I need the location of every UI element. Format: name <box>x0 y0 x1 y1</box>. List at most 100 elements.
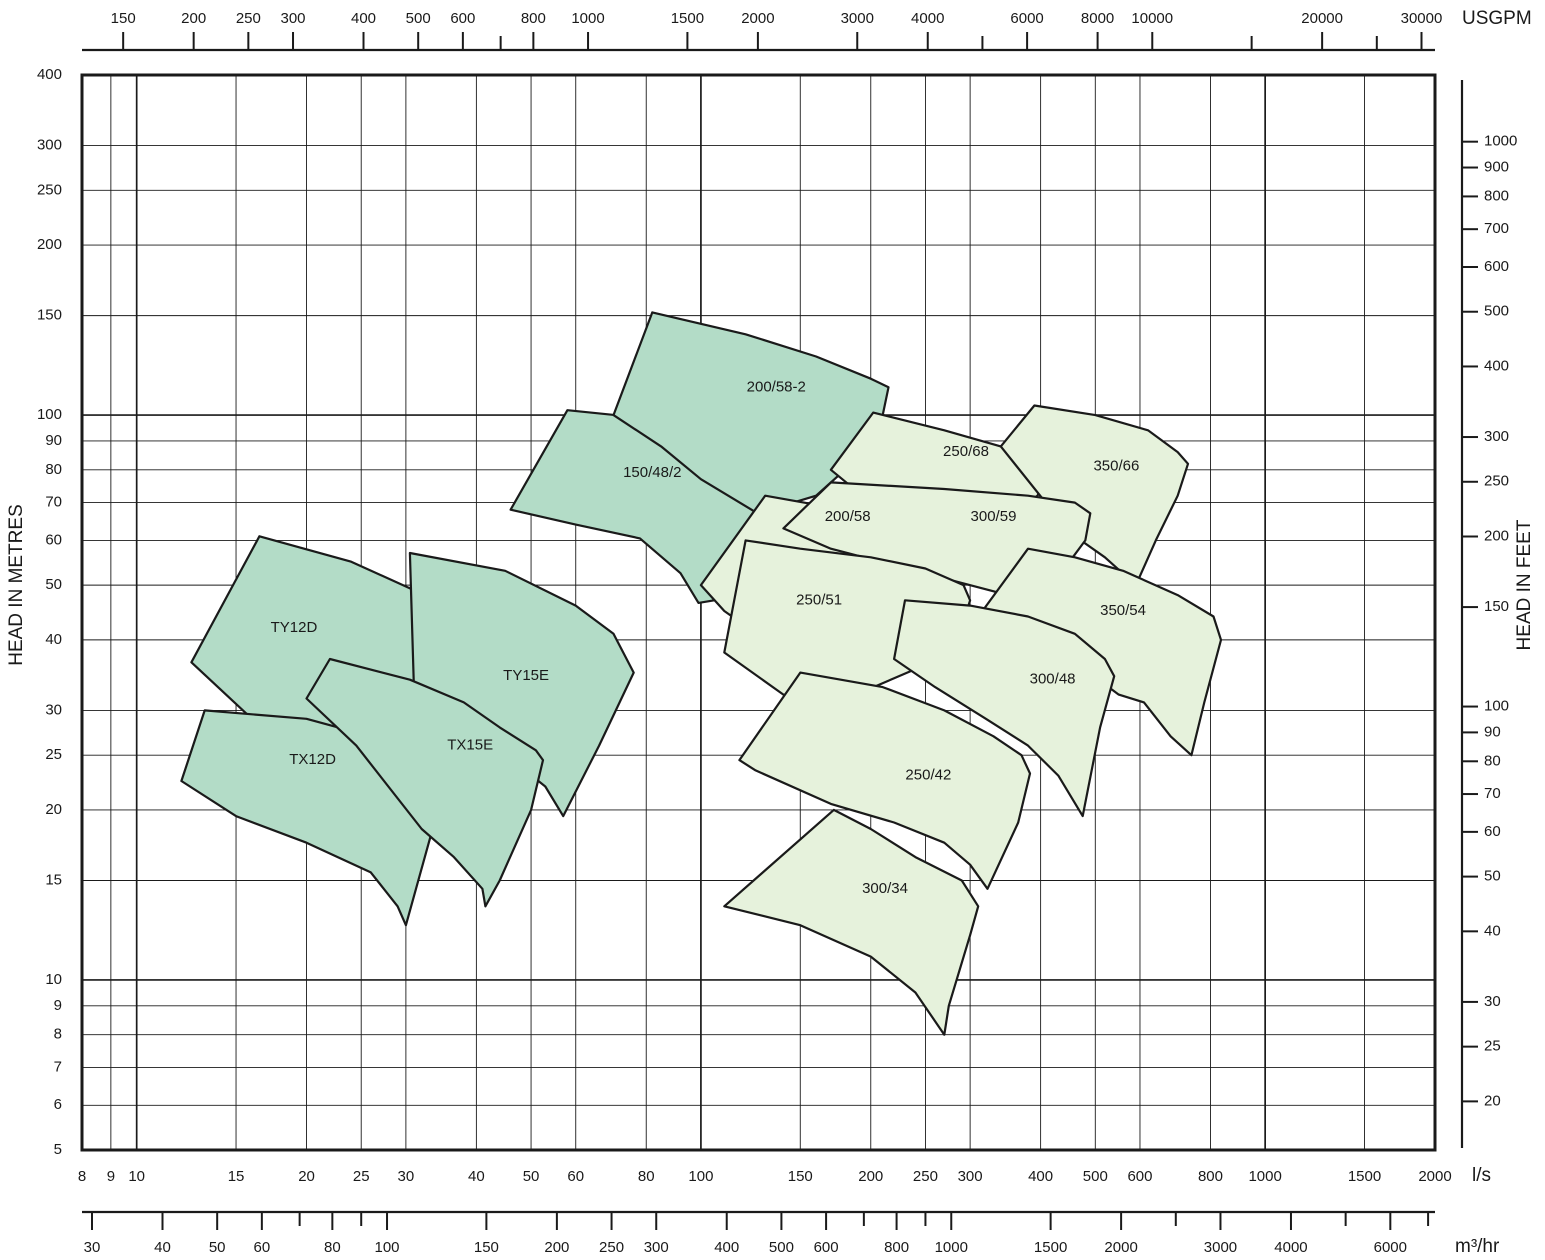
x-tick-label: 250 <box>913 1168 938 1185</box>
usgpm-tick-label: 500 <box>406 10 431 27</box>
x-tick-label: 400 <box>1028 1168 1053 1185</box>
feet-tick-label: 80 <box>1484 752 1501 769</box>
y-tick-label: 8 <box>54 1026 62 1043</box>
m3hr-tick-label: 1000 <box>935 1239 968 1256</box>
x-tick-label: 800 <box>1198 1168 1223 1185</box>
pump-label-200-58-2: 200/58-2 <box>747 378 806 395</box>
feet-tick-label: 300 <box>1484 428 1509 445</box>
m3hr-tick-label: 1500 <box>1034 1239 1067 1256</box>
pump-label-200-58: 200/58 <box>825 508 871 525</box>
m3hr-tick-label: 200 <box>544 1239 569 1256</box>
pump-label-250-42: 250/42 <box>905 767 951 784</box>
m3hr-tick-label: 30 <box>84 1239 101 1256</box>
usgpm-tick-label: 250 <box>236 10 261 27</box>
x-tick-label: 2000 <box>1418 1168 1451 1185</box>
m3hr-tick-label: 6000 <box>1374 1239 1407 1256</box>
pump-label-250-51: 250/51 <box>796 591 842 608</box>
m3hr-tick-label: 400 <box>714 1239 739 1256</box>
m3hr-tick-label: 2000 <box>1104 1239 1137 1256</box>
m3hr-tick-label: 800 <box>884 1239 909 1256</box>
y-tick-label: 150 <box>37 307 62 324</box>
m3hr-tick-label: 4000 <box>1274 1239 1307 1256</box>
y-tick-label: 80 <box>45 461 62 478</box>
region-labels: TY12D TY15E TX12D TX15E 150/48/2 200/58-2 250/… <box>271 378 1146 897</box>
usgpm-tick-label: 800 <box>521 10 546 27</box>
usgpm-tick-label: 300 <box>281 10 306 27</box>
grid <box>82 75 1435 1150</box>
x-tick-label: 15 <box>228 1168 245 1185</box>
pump-label-250-68: 250/68 <box>943 443 989 460</box>
y-axis-left: 5 6 7 8 9 10 15 20 25 30 40 50 60 70 80 90 100 150 200 250 3… <box>37 66 62 1158</box>
usgpm-tick-label: 30000 <box>1401 10 1443 27</box>
usgpm-tick-label: 20000 <box>1301 10 1343 27</box>
feet-tick-label: 70 <box>1484 785 1501 802</box>
feet-tick-label: 900 <box>1484 158 1509 175</box>
pump-region-300-34 <box>723 808 980 1036</box>
feet-tick-label: 60 <box>1484 823 1501 840</box>
usgpm-tick-label: 10000 <box>1131 10 1173 27</box>
m3hr-unit-label: m³/hr <box>1455 1236 1500 1257</box>
y-tick-label: 400 <box>37 66 62 83</box>
x-axis-m3hr: 30 40 50 60 80 100 150 200 250 300 400 500 600 800 100… <box>82 1210 1435 1256</box>
y-tick-label: 250 <box>37 181 62 198</box>
usgpm-tick-label: 6000 <box>1010 10 1043 27</box>
feet-tick-label: 700 <box>1484 220 1509 237</box>
pump-region-300-48 <box>893 599 1116 818</box>
pump-label-150-48-2: 150/48/2 <box>623 464 681 481</box>
m3hr-tick-label: 300 <box>644 1239 669 1256</box>
x-tick-label: 10 <box>128 1168 145 1185</box>
m3hr-tick-label: 600 <box>814 1239 839 1256</box>
y-tick-label: 40 <box>45 631 62 648</box>
pump-label-ty12d: TY12D <box>271 619 318 636</box>
m3hr-tick-label: 80 <box>324 1239 341 1256</box>
feet-tick-label: 250 <box>1484 473 1509 490</box>
usgpm-tick-label: 1500 <box>671 10 704 27</box>
x-tick-label: 25 <box>353 1168 370 1185</box>
feet-tick-label: 100 <box>1484 698 1509 715</box>
feet-tick-label: 90 <box>1484 723 1501 740</box>
y-tick-label: 6 <box>54 1096 62 1113</box>
x-tick-label: 500 <box>1083 1168 1108 1185</box>
m3hr-tick-label: 500 <box>769 1239 794 1256</box>
usgpm-tick-label: 4000 <box>911 10 944 27</box>
ls-unit-label: l/s <box>1472 1165 1491 1186</box>
x-tick-label: 9 <box>107 1168 115 1185</box>
plot-border <box>80 73 1437 1152</box>
x-tick-label: 100 <box>688 1168 713 1185</box>
pump-label-350-66: 350/66 <box>1093 458 1139 475</box>
feet-tick-label: 25 <box>1484 1038 1501 1055</box>
y-tick-label: 20 <box>45 801 62 818</box>
feet-tick-label: 500 <box>1484 303 1509 320</box>
feet-tick-label: 400 <box>1484 357 1509 374</box>
y-tick-label: 5 <box>54 1141 62 1158</box>
y-tick-label: 200 <box>37 236 62 253</box>
x-tick-label: 200 <box>858 1168 883 1185</box>
x-tick-label: 8 <box>78 1168 86 1185</box>
m3hr-tick-label: 3000 <box>1204 1239 1237 1256</box>
pump-label-300-34: 300/34 <box>862 880 908 897</box>
feet-tick-label: 30 <box>1484 993 1501 1010</box>
feet-tick-label: 800 <box>1484 187 1509 204</box>
y-tick-label: 30 <box>45 701 62 718</box>
feet-tick-label: 200 <box>1484 527 1509 544</box>
usgpm-tick-label: 200 <box>181 10 206 27</box>
plot-frame <box>80 73 1437 1152</box>
x-tick-label: 1000 <box>1248 1168 1281 1185</box>
usgpm-tick-label: 1000 <box>571 10 604 27</box>
feet-tick-label: 20 <box>1484 1092 1501 1109</box>
y-axis-title: HEAD IN METRES <box>6 504 27 666</box>
y-tick-label: 60 <box>45 531 62 548</box>
y-tick-label: 7 <box>54 1058 62 1075</box>
x-tick-label: 40 <box>468 1168 485 1185</box>
pump-label-tx15e: TX15E <box>447 737 493 754</box>
usgpm-tick-label: 2000 <box>741 10 774 27</box>
y-tick-label: 90 <box>45 432 62 449</box>
pump-label-ty15e: TY15E <box>503 667 549 684</box>
m3hr-tick-label: 40 <box>154 1239 171 1256</box>
usgpm-tick-label: 150 <box>111 10 136 27</box>
y-tick-label: 9 <box>54 997 62 1014</box>
y-tick-label: 70 <box>45 494 62 511</box>
x-axis-usgpm: 150 200 250 300 400 500 600 800 1000 1500 2000 3000… <box>82 10 1443 52</box>
feet-tick-label: 1000 <box>1484 133 1517 150</box>
